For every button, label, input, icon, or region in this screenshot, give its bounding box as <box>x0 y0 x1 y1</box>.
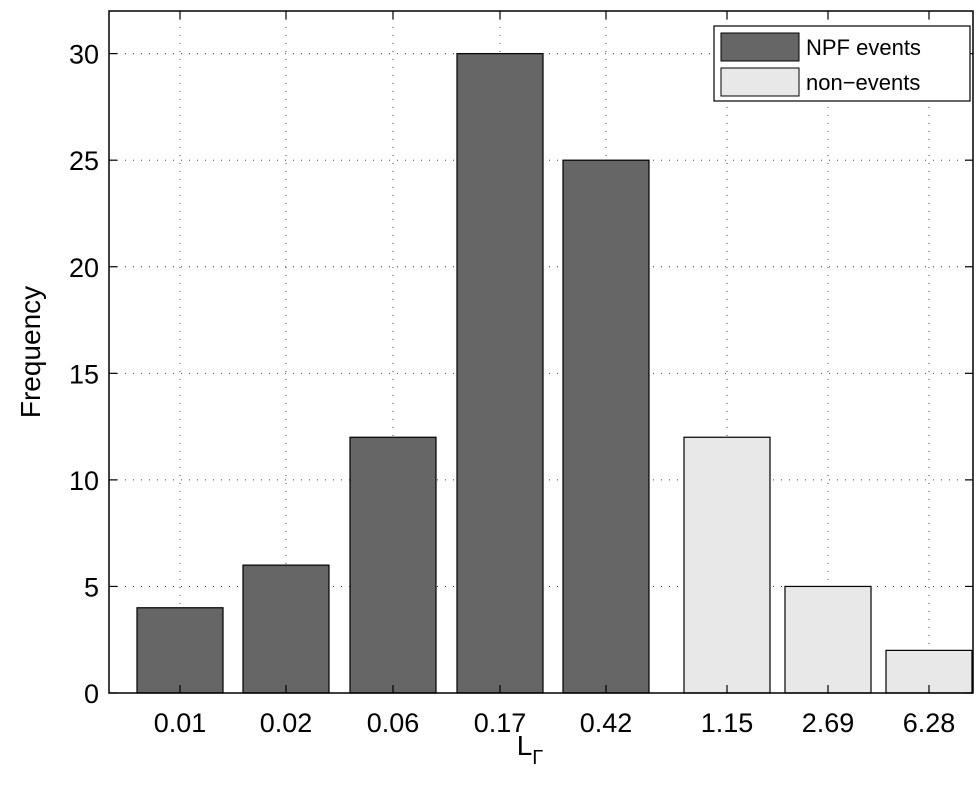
bar-non-events-6.28 <box>885 649 973 694</box>
bar-npf-events-0.01 <box>136 607 224 694</box>
x-tick-label: 0.02 <box>260 708 313 738</box>
y-tick-label: 30 <box>69 40 99 70</box>
legend-label-non-events: non−events <box>806 70 920 95</box>
x-axis-label: LΓ <box>517 730 544 769</box>
bar-npf-events-0.06 <box>349 436 437 694</box>
x-axis-label-subscript: Γ <box>532 747 543 769</box>
bar-non-events-1.15 <box>683 436 771 694</box>
x-tick-label: 0.42 <box>580 708 633 738</box>
tick-layer: 0 5 10 15 20 25 30 0.01 0.02 0.06 0.17 0.42 1.15 2.69… <box>69 11 973 738</box>
x-axis-label-main: L <box>517 730 533 761</box>
x-tick-label: 0.01 <box>154 708 207 738</box>
y-tick-label: 0 <box>84 679 99 709</box>
x-tick-label: 1.15 <box>701 708 754 738</box>
legend-swatch-non-events <box>720 67 800 97</box>
y-tick-label: 5 <box>84 572 99 602</box>
y-tick-label: 25 <box>69 146 99 176</box>
legend: NPF events non−events <box>713 25 971 102</box>
y-tick-label: 10 <box>69 466 99 496</box>
bar-npf-events-0.42 <box>562 159 650 694</box>
x-tick-label: 0.17 <box>474 708 527 738</box>
bar-npf-events-0.02 <box>242 564 330 694</box>
x-tick-label: 0.06 <box>367 708 420 738</box>
bar-npf-events-0.17 <box>456 53 544 694</box>
y-tick-label: 20 <box>69 253 99 283</box>
bar-layer <box>136 53 973 694</box>
bar-non-events-2.69 <box>784 585 872 694</box>
x-tick-label: 6.28 <box>903 708 956 738</box>
plot-area-frame <box>108 10 974 694</box>
legend-swatch-npf-events <box>720 32 800 62</box>
y-tick-label: 15 <box>69 359 99 389</box>
y-axis-label: Frequency <box>15 286 46 418</box>
x-tick-label: 2.69 <box>802 708 855 738</box>
legend-label-npf-events: NPF events <box>806 35 921 60</box>
